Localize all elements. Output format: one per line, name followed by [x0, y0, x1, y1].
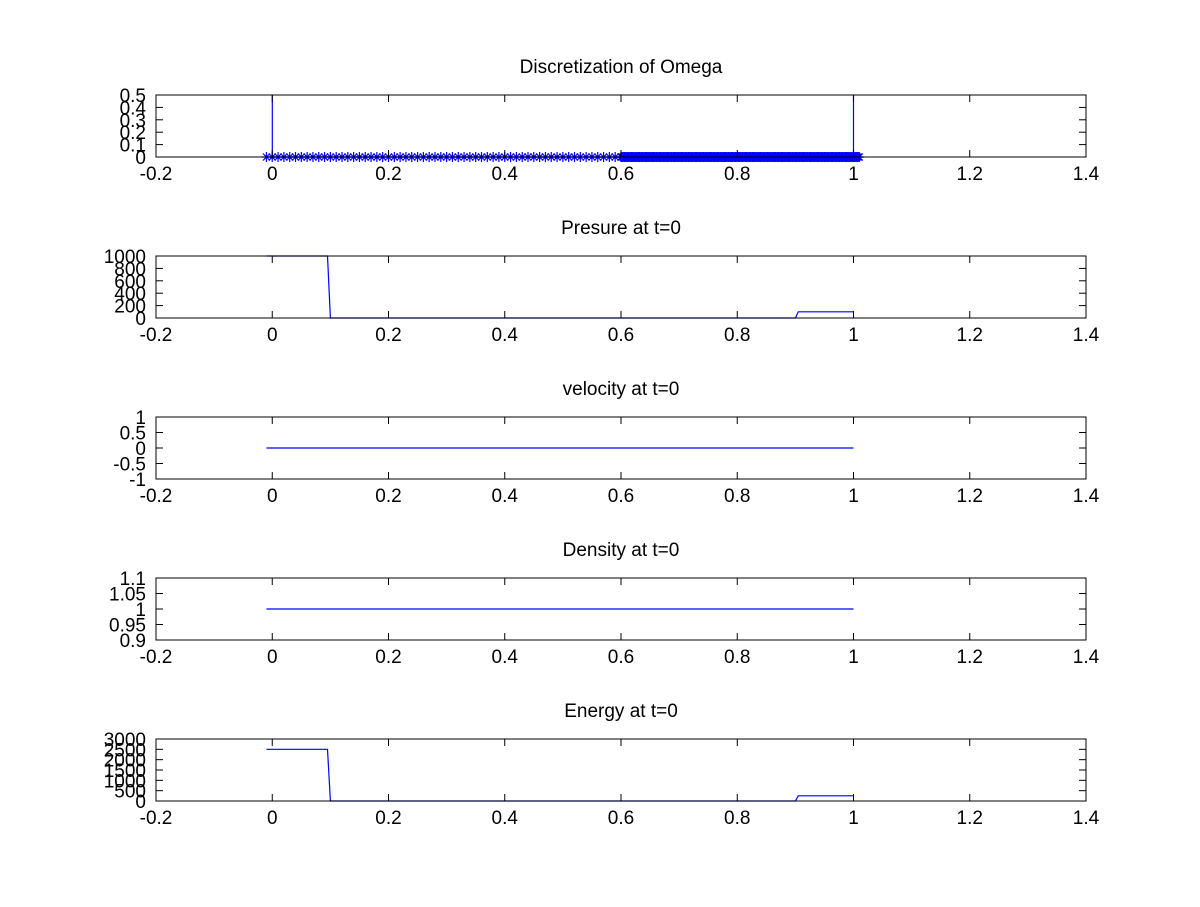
y-tick-label: 1000 [104, 247, 146, 268]
x-tick-label: 1 [848, 486, 859, 507]
axes-frame [155, 94, 1087, 158]
y-tick-label: 0.5 [120, 424, 146, 445]
subplot-4: -0.2 0 0.2 0.4 0.6 0.8 1 1.2 1.40.90.9511.051.1D… [109, 540, 1100, 668]
y-tick-label: 1 [135, 600, 146, 621]
subplot-title: Density at t=0 [563, 540, 680, 561]
y-tick-label: 1.05 [109, 585, 146, 606]
y-tick-label: 0 [135, 439, 146, 460]
x-tick-label: 1.2 [957, 808, 983, 829]
y-tick-label: 2000 [104, 751, 146, 772]
y-tick-label: 1 [135, 408, 146, 429]
y-tick-label: 200 [114, 297, 146, 318]
x-tick-label: 0.4 [492, 486, 519, 507]
x-tick-label: 0.6 [608, 325, 634, 346]
x-tick-label: 0.8 [724, 486, 750, 507]
y-tick-label: 1500 [104, 761, 146, 782]
y-tick-label: 0.1 [120, 136, 146, 157]
x-tick-label: 1.4 [1073, 647, 1100, 668]
x-tick-label: 0 [267, 325, 278, 346]
x-tick-label: -0.2 [140, 164, 173, 185]
y-tick-label: 400 [114, 284, 146, 305]
x-tick-label: -0.2 [140, 647, 173, 668]
y-tick-label: 0 [135, 792, 146, 813]
y-tick-label: 0.95 [109, 616, 146, 637]
y-tick-label: 0 [135, 148, 146, 169]
y-tick-label: 0 [135, 309, 146, 330]
x-tick-label: 1.4 [1073, 486, 1100, 507]
subplot-1: -0.2 0 0.2 0.4 0.6 0.8 1 1.2 1.400.10.20.30.40.5… [120, 57, 1100, 185]
x-tick-label: 0.8 [724, 325, 750, 346]
x-tick-label: 0.6 [608, 647, 634, 668]
x-tick-label: 0.2 [375, 486, 401, 507]
y-tick-label: 0.3 [120, 111, 146, 132]
x-tick-label: 0 [267, 647, 278, 668]
x-tick-label: -0.2 [140, 808, 173, 829]
subplot-5: -0.2 0 0.2 0.4 0.6 0.8 1 1.2 1.40500100015002000… [104, 701, 1100, 829]
x-tick-label: 1 [848, 164, 859, 185]
y-tick-label: 0.9 [120, 631, 146, 652]
y-tick-label: -1 [129, 470, 146, 491]
y-tick-label: 1.1 [120, 569, 146, 590]
x-tick-label: 1.2 [957, 486, 983, 507]
x-tick-label: 1.2 [957, 164, 983, 185]
subplot-title: Discretization of Omega [520, 57, 723, 78]
x-tick-label: 0.4 [492, 647, 519, 668]
y-tick-label: -0.5 [113, 455, 146, 476]
series-line-1 [266, 95, 860, 158]
x-tick-label: 0.8 [724, 808, 750, 829]
series-line-1 [266, 748, 854, 802]
x-tick-label: -0.2 [140, 325, 173, 346]
x-tick-label: 1.2 [957, 647, 983, 668]
y-tick-label: 800 [114, 259, 146, 280]
y-tick-label: 1000 [104, 771, 146, 792]
subplot-2: -0.2 0 0.2 0.4 0.6 0.8 1 1.2 1.40200400600800100… [104, 218, 1100, 346]
y-tick-label: 600 [114, 272, 146, 293]
x-tick-label: 0 [267, 486, 278, 507]
x-tick-label: 1 [848, 808, 859, 829]
x-tick-label: 0.6 [608, 164, 634, 185]
y-tick-label: 3000 [104, 730, 146, 751]
x-tick-label: 1.4 [1073, 325, 1100, 346]
axes-frame [155, 738, 1087, 802]
x-tick-label: 0.6 [608, 486, 634, 507]
y-tick-label: 0.2 [120, 123, 146, 144]
x-tick-label: 0.4 [492, 325, 519, 346]
y-tick-label: 500 [114, 782, 146, 803]
subplot-title: Energy at t=0 [564, 701, 678, 722]
y-tick-label: 2500 [104, 740, 146, 761]
x-tick-label: 1.2 [957, 325, 983, 346]
x-tick-label: 0.4 [492, 164, 519, 185]
x-tick-label: 0 [267, 164, 278, 185]
x-tick-label: 0.6 [608, 808, 634, 829]
x-tick-label: 0.2 [375, 808, 401, 829]
series-line-1 [266, 255, 854, 319]
x-tick-label: 1.4 [1073, 808, 1100, 829]
x-tick-label: 1.4 [1073, 164, 1100, 185]
y-tick-label: 0.4 [120, 98, 147, 119]
x-tick-label: 0.2 [375, 164, 401, 185]
x-tick-label: -0.2 [140, 486, 173, 507]
x-tick-label: 1 [848, 647, 859, 668]
x-tick-label: 0 [267, 808, 278, 829]
y-tick-label: 0.5 [120, 86, 146, 107]
x-tick-label: 0.4 [492, 808, 519, 829]
subplot-3: -0.2 0 0.2 0.4 0.6 0.8 1 1.2 1.4-1-0.500.51veloc… [113, 379, 1099, 507]
x-tick-label: 0.8 [724, 164, 750, 185]
subplot-title: velocity at t=0 [563, 379, 680, 400]
axes-frame [155, 255, 1087, 319]
x-tick-label: 0.8 [724, 647, 750, 668]
subplot-title: Presure at t=0 [561, 218, 681, 239]
x-tick-label: 0.2 [375, 647, 401, 668]
x-tick-label: 0.2 [375, 325, 401, 346]
x-tick-label: 1 [848, 325, 859, 346]
